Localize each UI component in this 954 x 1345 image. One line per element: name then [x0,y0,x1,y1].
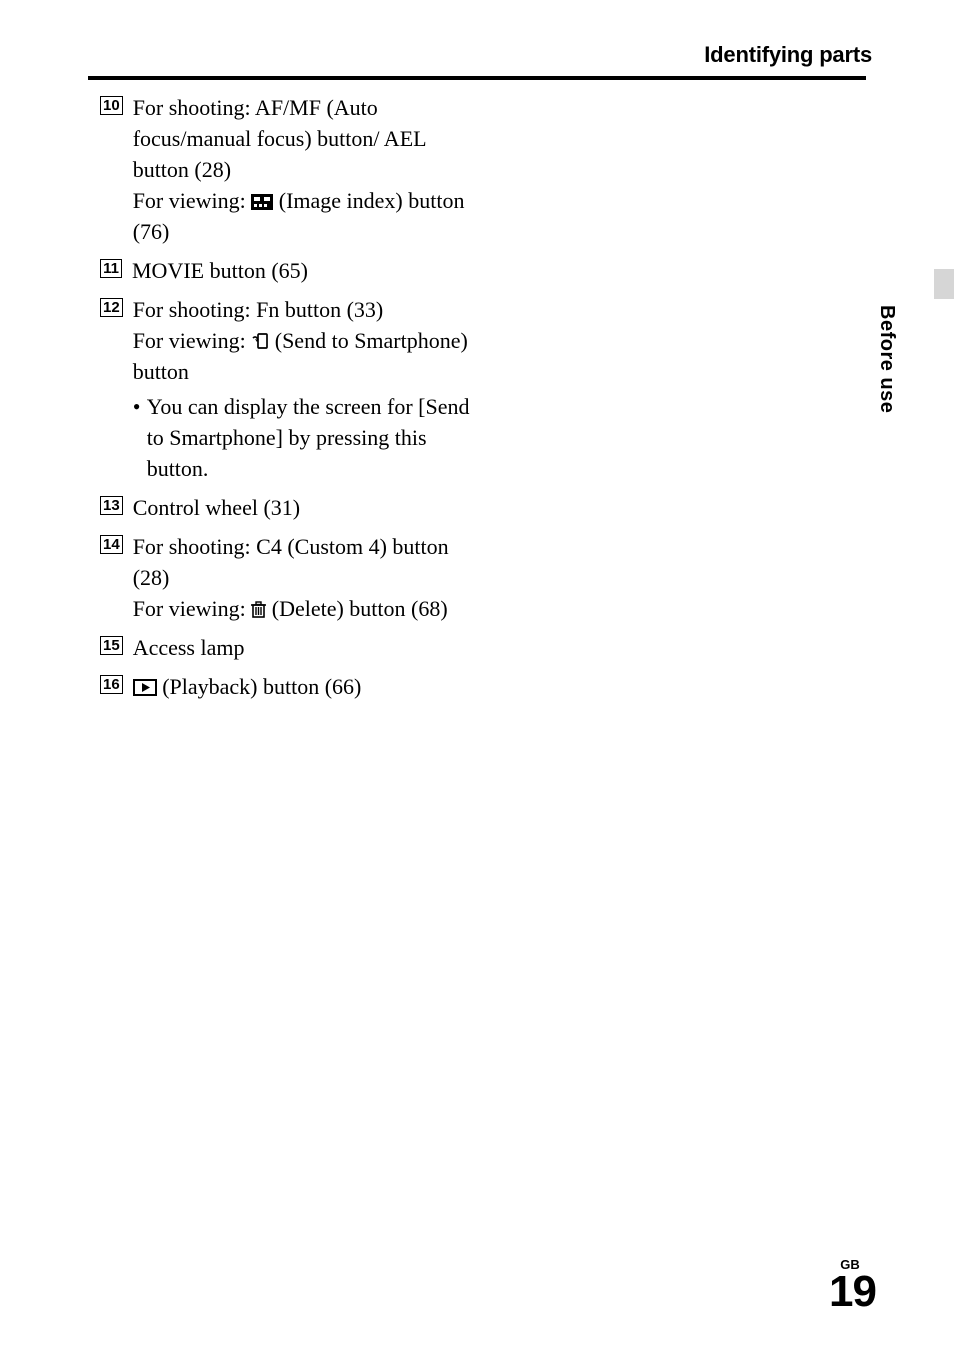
section-label: Before use [875,305,898,413]
item-marker: 15 [100,636,123,655]
item-sub-bullet: You can display the screen for [Send to … [133,391,470,484]
side-tab [934,269,954,299]
parts-list-item: 12 For shooting: Fn button (33)For viewin… [100,294,470,484]
parts-list-item: 14 For shooting: C4 (Custom 4) button (28… [100,531,470,624]
item-body: For shooting: C4 (Custom 4) button (28)F… [133,531,470,624]
parts-list: 10 For shooting: AF/MF (Auto focus/manual… [100,92,470,710]
playback-icon [133,679,157,696]
item-marker: 12 [100,298,123,317]
item-marker: 10 [100,96,123,115]
item-body: For shooting: Fn button (33)For viewing:… [133,294,470,484]
item-body: (Playback) button (66) [133,671,470,702]
header-title: Identifying parts [704,42,872,68]
item-marker: 13 [100,496,123,515]
item-body: Control wheel (31) [133,492,470,523]
item-body: MOVIE button (65) [132,255,470,286]
delete-icon [251,601,266,618]
parts-list-item: 11 MOVIE button (65) [100,255,470,286]
parts-list-item: 15 Access lamp [100,632,470,663]
parts-list-item: 16 (Playback) button (66) [100,671,470,702]
page-number: 19 [829,1267,876,1317]
item-marker: 14 [100,535,123,554]
send-smartphone-icon [251,332,269,350]
item-marker: 16 [100,675,123,694]
item-body: Access lamp [133,632,470,663]
manual-page: Identifying parts 10 For shooting: AF/MF … [0,0,954,1345]
parts-list-item: 10 For shooting: AF/MF (Auto focus/manual… [100,92,470,247]
header-rule [88,76,866,80]
image-index-icon [251,194,273,210]
item-marker: 11 [100,259,122,278]
parts-list-item: 13 Control wheel (31) [100,492,470,523]
item-body: For shooting: AF/MF (Auto focus/manual f… [133,92,470,247]
